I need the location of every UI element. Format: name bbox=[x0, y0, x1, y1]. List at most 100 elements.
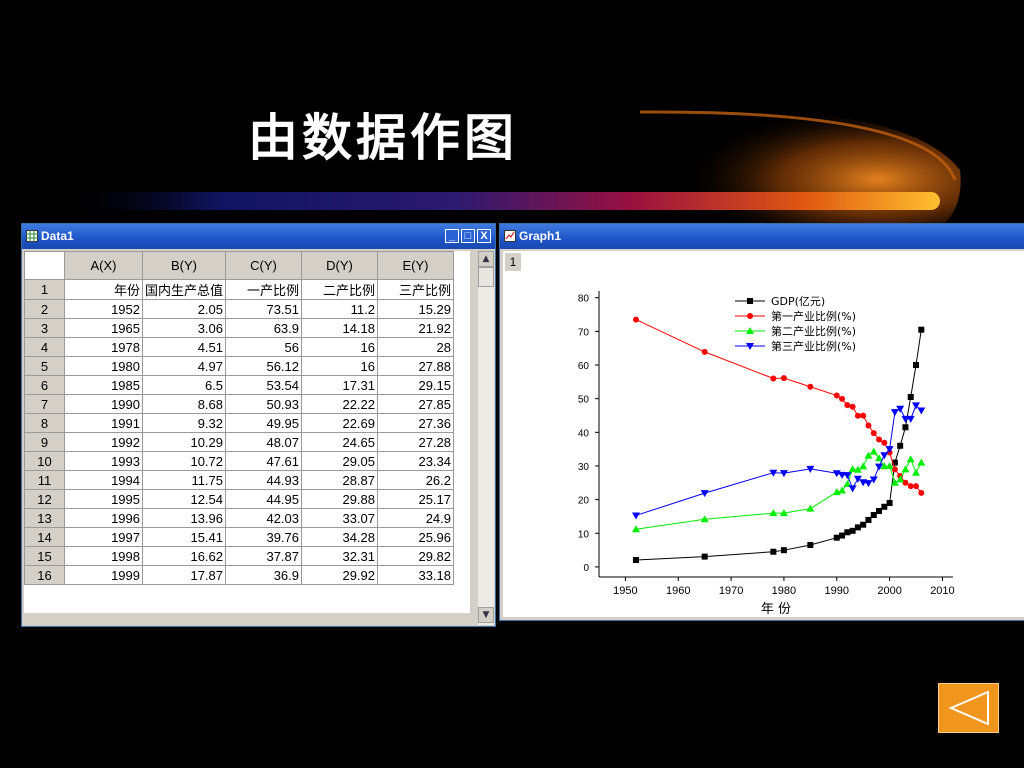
column-header-a[interactable]: A(X) bbox=[64, 251, 143, 280]
table-cell[interactable]: 三产比例 bbox=[377, 279, 455, 300]
table-cell[interactable]: 16 bbox=[301, 337, 379, 357]
row-header[interactable]: 6 bbox=[24, 375, 65, 395]
table-cell[interactable]: 73.51 bbox=[225, 299, 303, 319]
table-row[interactable]: 8 1991 9.32 49.95 22.69 27.36 bbox=[24, 413, 455, 433]
table-cell[interactable]: 1996 bbox=[64, 508, 143, 528]
table-row[interactable]: 10 1993 10.72 47.61 29.05 23.34 bbox=[24, 451, 455, 471]
table-cell[interactable]: 29.82 bbox=[377, 546, 455, 566]
table-cell[interactable]: 26.2 bbox=[377, 470, 455, 490]
table-cell[interactable]: 1998 bbox=[64, 546, 143, 566]
table-row[interactable]: 11 1994 11.75 44.93 28.87 26.2 bbox=[24, 470, 455, 490]
table-row[interactable]: 9 1992 10.29 48.07 24.65 27.28 bbox=[24, 432, 455, 452]
table-row[interactable]: 2 1952 2.05 73.51 11.2 15.29 bbox=[24, 299, 455, 319]
table-cell[interactable]: 48.07 bbox=[225, 432, 303, 452]
table-cell[interactable]: 10.72 bbox=[141, 451, 227, 471]
table-cell[interactable]: 1995 bbox=[64, 489, 143, 509]
table-cell[interactable]: 15.41 bbox=[141, 527, 227, 547]
table-cell[interactable]: 32.31 bbox=[301, 546, 379, 566]
table-cell[interactable]: 25.17 bbox=[377, 489, 455, 509]
table-cell[interactable]: 29.05 bbox=[301, 451, 379, 471]
table-cell[interactable]: 6.5 bbox=[141, 375, 227, 395]
table-cell[interactable]: 年份 bbox=[64, 279, 143, 300]
table-cell[interactable]: 29.92 bbox=[301, 565, 379, 585]
table-row[interactable]: 15 1998 16.62 37.87 32.31 29.82 bbox=[24, 546, 455, 566]
table-cell[interactable]: 42.03 bbox=[225, 508, 303, 528]
row-header[interactable]: 12 bbox=[24, 489, 65, 509]
table-cell[interactable]: 21.92 bbox=[377, 318, 455, 338]
table-cell[interactable]: 50.93 bbox=[225, 394, 303, 414]
table-cell[interactable]: 56 bbox=[225, 337, 303, 357]
graph-page[interactable]: 1 1950 1960 1970 1980 1990 2000 2010 0 10 20 30 40 5… bbox=[503, 251, 1024, 617]
table-row[interactable]: 6 1985 6.5 53.54 17.31 29.15 bbox=[24, 375, 455, 395]
worksheet-grid[interactable]: A(X) B(Y) C(Y) D(Y) E(Y) 1 年份 国内生产总值 一产比例 二产… bbox=[24, 251, 470, 613]
table-cell[interactable]: 56.12 bbox=[225, 356, 303, 376]
table-row[interactable]: 12 1995 12.54 44.95 29.88 25.17 bbox=[24, 489, 455, 509]
table-cell[interactable]: 1985 bbox=[64, 375, 143, 395]
row-header[interactable]: 3 bbox=[24, 318, 65, 338]
scroll-down-arrow-icon[interactable]: ▼ bbox=[478, 607, 494, 623]
table-cell[interactable]: 4.97 bbox=[141, 356, 227, 376]
table-cell[interactable]: 2.05 bbox=[141, 299, 227, 319]
table-cell[interactable]: 22.22 bbox=[301, 394, 379, 414]
row-header[interactable]: 1 bbox=[24, 279, 65, 300]
table-cell[interactable]: 1997 bbox=[64, 527, 143, 547]
table-cell[interactable]: 22.69 bbox=[301, 413, 379, 433]
table-cell[interactable]: 12.54 bbox=[141, 489, 227, 509]
table-cell[interactable]: 1991 bbox=[64, 413, 143, 433]
table-cell[interactable]: 10.29 bbox=[141, 432, 227, 452]
column-header-b[interactable]: B(Y) bbox=[141, 251, 227, 280]
table-cell[interactable]: 33.18 bbox=[377, 565, 455, 585]
table-cell[interactable]: 49.95 bbox=[225, 413, 303, 433]
vertical-scrollbar[interactable]: ▲ ▼ bbox=[478, 251, 494, 625]
table-row[interactable]: 13 1996 13.96 42.03 33.07 24.9 bbox=[24, 508, 455, 528]
row-header[interactable]: 10 bbox=[24, 451, 65, 471]
graph-window[interactable]: Graph1 1 1950 1960 1970 1980 1990 2000 2010 0 10… bbox=[499, 223, 1024, 621]
table-cell[interactable]: 1994 bbox=[64, 470, 143, 490]
row-header[interactable]: 15 bbox=[24, 546, 65, 566]
table-cell[interactable]: 3.06 bbox=[141, 318, 227, 338]
table-cell[interactable]: 44.95 bbox=[225, 489, 303, 509]
table-cell[interactable]: 13.96 bbox=[141, 508, 227, 528]
table-cell[interactable]: 1992 bbox=[64, 432, 143, 452]
table-cell[interactable]: 44.93 bbox=[225, 470, 303, 490]
table-cell[interactable]: 1952 bbox=[64, 299, 143, 319]
column-header-e[interactable]: E(Y) bbox=[377, 251, 455, 280]
table-cell[interactable]: 14.18 bbox=[301, 318, 379, 338]
line-chart[interactable]: 1950 1960 1970 1980 1990 2000 2010 0 10 20 30 40 50 6… bbox=[503, 251, 1023, 619]
table-cell[interactable]: 29.15 bbox=[377, 375, 455, 395]
table-cell[interactable]: 47.61 bbox=[225, 451, 303, 471]
row-header[interactable]: 4 bbox=[24, 337, 65, 357]
table-cell[interactable]: 一产比例 bbox=[225, 279, 303, 300]
maximize-button[interactable]: □ bbox=[461, 229, 475, 243]
graph-window-titlebar[interactable]: Graph1 bbox=[500, 224, 1024, 249]
table-cell[interactable]: 36.9 bbox=[225, 565, 303, 585]
table-row[interactable]: 1 年份 国内生产总值 一产比例 二产比例 三产比例 bbox=[24, 279, 455, 300]
table-cell[interactable]: 1978 bbox=[64, 337, 143, 357]
data-window-titlebar[interactable]: Data1 _ □ X bbox=[22, 224, 495, 249]
table-cell[interactable]: 27.28 bbox=[377, 432, 455, 452]
table-cell[interactable]: 1990 bbox=[64, 394, 143, 414]
table-cell[interactable]: 国内生产总值 bbox=[141, 279, 227, 300]
scroll-up-arrow-icon[interactable]: ▲ bbox=[478, 251, 494, 267]
corner-cell[interactable] bbox=[24, 251, 65, 280]
close-button[interactable]: X bbox=[477, 229, 491, 243]
row-header[interactable]: 7 bbox=[24, 394, 65, 414]
table-cell[interactable]: 11.75 bbox=[141, 470, 227, 490]
table-cell[interactable]: 29.88 bbox=[301, 489, 379, 509]
table-cell[interactable]: 二产比例 bbox=[301, 279, 379, 300]
table-cell[interactable]: 16 bbox=[301, 356, 379, 376]
table-cell[interactable]: 37.87 bbox=[225, 546, 303, 566]
table-cell[interactable]: 11.2 bbox=[301, 299, 379, 319]
row-header[interactable]: 9 bbox=[24, 432, 65, 452]
table-cell[interactable]: 27.85 bbox=[377, 394, 455, 414]
table-cell[interactable]: 23.34 bbox=[377, 451, 455, 471]
table-row[interactable]: 4 1978 4.51 56 16 28 bbox=[24, 337, 455, 357]
table-cell[interactable]: 34.28 bbox=[301, 527, 379, 547]
column-header-d[interactable]: D(Y) bbox=[301, 251, 379, 280]
table-cell[interactable]: 17.31 bbox=[301, 375, 379, 395]
row-header[interactable]: 8 bbox=[24, 413, 65, 433]
table-cell[interactable]: 53.54 bbox=[225, 375, 303, 395]
table-cell[interactable]: 25.96 bbox=[377, 527, 455, 547]
table-cell[interactable]: 28.87 bbox=[301, 470, 379, 490]
table-cell[interactable]: 63.9 bbox=[225, 318, 303, 338]
